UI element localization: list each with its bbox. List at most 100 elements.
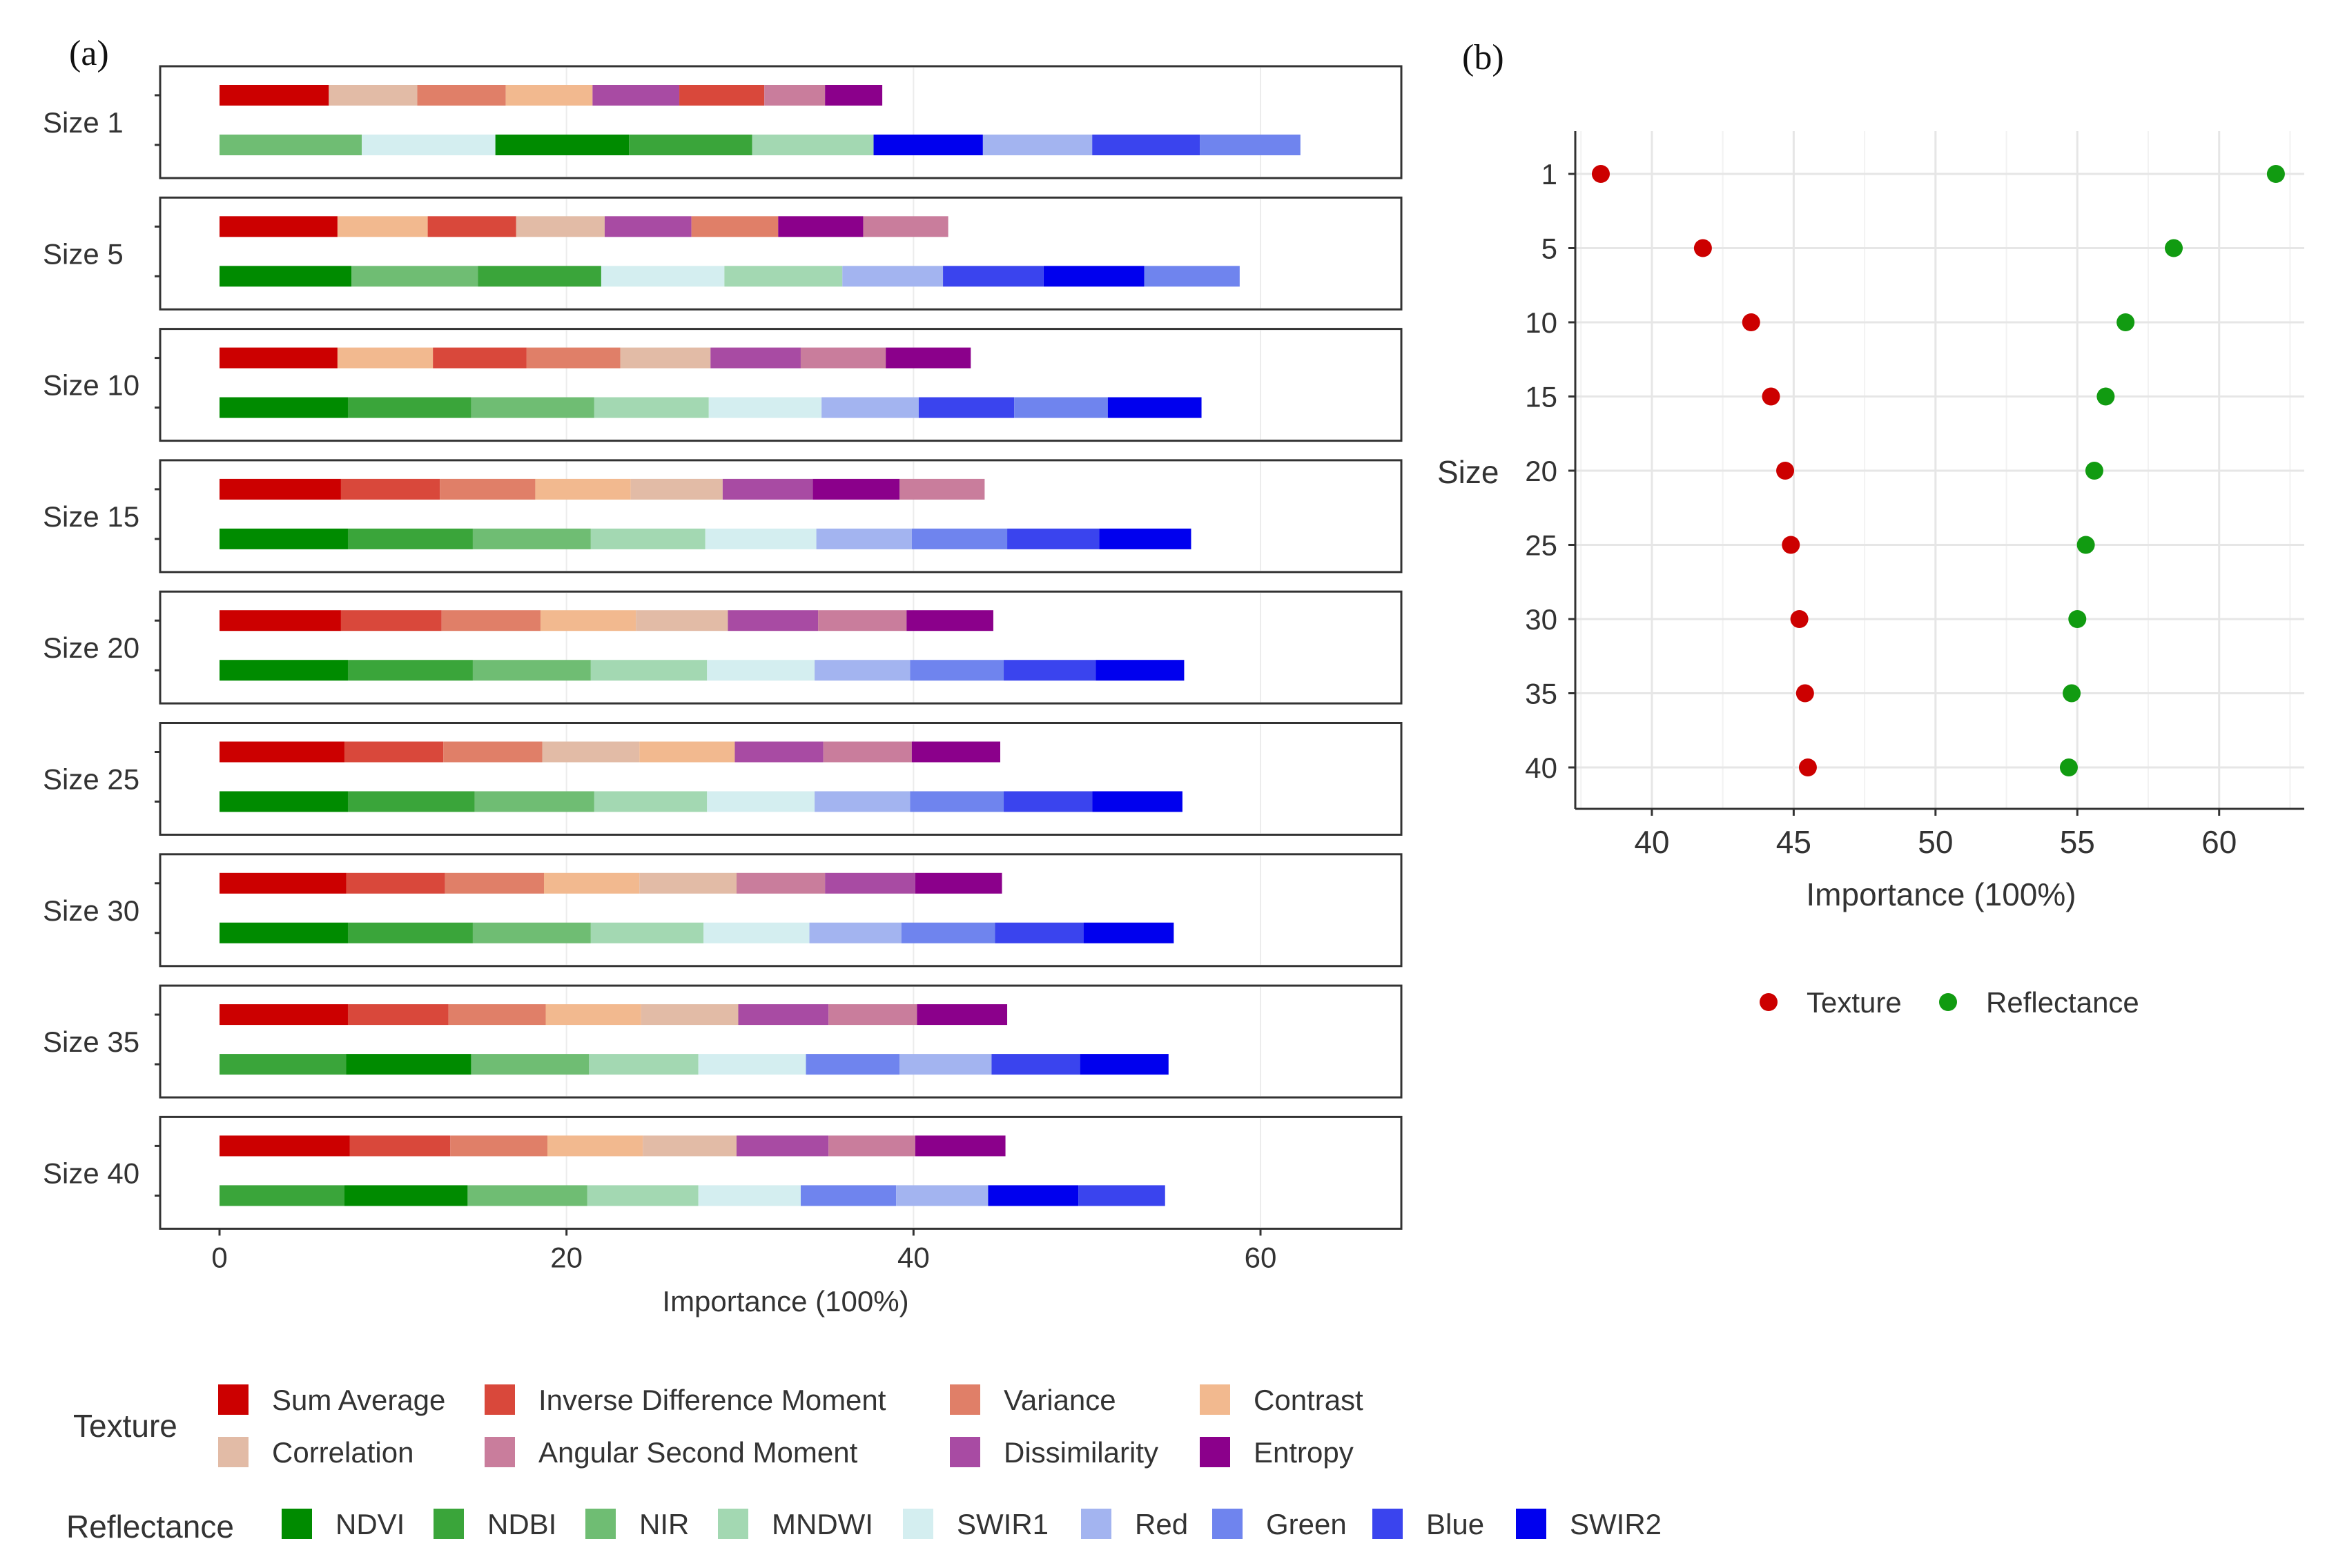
- panel-a-tag: (a): [69, 34, 109, 73]
- bar-segment-ndvi: [495, 135, 630, 155]
- bar-segment-swir1: [707, 791, 815, 812]
- bar-segment-sum-average: [220, 741, 344, 763]
- bar-segment-correlation: [643, 1135, 737, 1157]
- bar-segment-inverse-difference-moment: [349, 1135, 451, 1157]
- bar-segment-swir1: [698, 1054, 806, 1075]
- facet-size-size-10-panel-border: [159, 328, 1403, 442]
- bar-segment-blue: [1092, 135, 1200, 155]
- bar-segment-blue: [1004, 791, 1093, 812]
- legend-swatch-green: [1212, 1509, 1243, 1539]
- bar-segment-dissimilarity: [825, 872, 915, 894]
- bar-segment-angular-second-moment: [736, 872, 826, 894]
- facet-size-size-15: Size 15: [43, 459, 1403, 574]
- legend-texture-dot: [1760, 993, 1778, 1011]
- bar-segment-contrast: [545, 1004, 641, 1026]
- bar-segment-angular-second-moment: [863, 216, 948, 237]
- bar-segment-contrast: [505, 85, 593, 106]
- bar-segment-ndbi: [347, 397, 471, 418]
- bar-segment-nir: [471, 1054, 590, 1075]
- bar-segment-ndbi: [347, 528, 473, 549]
- bar-segment-entropy: [915, 872, 1002, 894]
- legend-swatch-dissimilarity: [950, 1437, 980, 1467]
- bar-segment-correlation: [639, 872, 737, 894]
- facet-strip-label: Size 15: [43, 500, 139, 533]
- panel-a-stacked-bars: Size 1 Size 5 Size 10 Size 15 Size 20 Size 25…: [43, 65, 1403, 1230]
- bar-segment-mndwi: [587, 1185, 699, 1206]
- texture-point: [1798, 758, 1817, 776]
- bar-segment-sum-average: [220, 1135, 350, 1157]
- y-tick-label: 30: [1525, 603, 1557, 636]
- bar-segment-inverse-difference-moment: [679, 85, 765, 106]
- facet-size-size-40: Size 40: [43, 1115, 1403, 1230]
- bar-segment-swir2: [873, 135, 983, 155]
- bar-segment-inverse-difference-moment: [340, 478, 440, 500]
- bar-segment-nir: [220, 135, 362, 155]
- bar-segment-variance: [448, 1004, 546, 1026]
- bar-segment-red: [821, 397, 919, 418]
- legend-label-sum-average: Sum Average: [272, 1384, 445, 1416]
- bar-segment-dissimilarity: [592, 85, 680, 106]
- reflectance-point: [2068, 610, 2087, 628]
- facet-strip-label: Size 40: [43, 1157, 139, 1189]
- panel-b-x-axis-title: Importance (100%): [1806, 876, 2076, 912]
- x-tick-label: 45: [1776, 824, 1811, 860]
- legend-swatch-entropy: [1200, 1437, 1230, 1467]
- bar-segment-swir2: [1096, 660, 1185, 681]
- facet-size-size-30: Size 30: [43, 853, 1403, 968]
- bar-segment-ndvi: [220, 791, 348, 812]
- panel-a-x-axis-title: Importance (100%): [662, 1285, 908, 1317]
- bar-segment-red: [896, 1185, 989, 1206]
- legend-label-swir2: SWIR2: [1570, 1508, 1662, 1540]
- bar-segment-mndwi: [590, 528, 705, 549]
- facet-size-size-5: Size 5: [43, 196, 1403, 311]
- legend-reflectance-title: Reflectance: [66, 1509, 234, 1545]
- legend-label-ndbi: NDBI: [487, 1508, 556, 1540]
- bar-segment-entropy: [915, 1135, 1006, 1157]
- bar-segment-correlation: [641, 1004, 739, 1026]
- legend-label-correlation: Correlation: [272, 1436, 413, 1469]
- bar-segment-sum-average: [220, 478, 341, 500]
- bar-segment-mndwi: [594, 791, 708, 812]
- bar-segment-green: [1144, 266, 1240, 287]
- bar-segment-green: [806, 1054, 900, 1075]
- y-tick-label: 40: [1525, 752, 1557, 784]
- bar-segment-mndwi: [590, 660, 708, 681]
- facet-size-size-20-panel-border: [159, 590, 1403, 705]
- x-tick-label: 40: [897, 1241, 930, 1273]
- bar-segment-red: [809, 922, 902, 943]
- y-tick-label: 5: [1541, 233, 1557, 265]
- legend-label-red: Red: [1135, 1508, 1188, 1540]
- legend-label-inverse-difference-moment: Inverse Difference Moment: [538, 1384, 886, 1416]
- bar-segment-nir: [472, 660, 591, 681]
- bar-segment-angular-second-moment: [818, 610, 907, 631]
- bar-segment-swir1: [707, 660, 815, 681]
- texture-point: [1762, 387, 1780, 406]
- reflectance-point: [2063, 684, 2081, 703]
- legend-label-swir1: SWIR1: [957, 1508, 1049, 1540]
- legend-swatch-nir: [585, 1509, 616, 1539]
- bar-segment-angular-second-moment: [828, 1135, 915, 1157]
- texture-point: [1782, 536, 1800, 554]
- bar-segment-ndvi: [220, 660, 348, 681]
- bar-segment-blue: [918, 397, 1015, 418]
- bar-segment-variance: [450, 1135, 548, 1157]
- bar-segment-ndbi: [347, 922, 473, 943]
- legend-label-angular-second-moment: Angular Second Moment: [538, 1436, 858, 1469]
- bar-segment-dissimilarity: [734, 741, 824, 763]
- bar-segment-entropy: [812, 478, 900, 500]
- bar-segment-variance: [445, 872, 544, 894]
- bar-segment-swir2: [1092, 791, 1182, 812]
- bar-segment-correlation: [542, 741, 640, 763]
- bar-segment-swir1: [601, 266, 725, 287]
- bar-segment-ndvi: [220, 397, 348, 418]
- bar-segment-ndvi: [220, 528, 348, 549]
- bar-segment-angular-second-moment: [823, 741, 912, 763]
- legend-label-variance: Variance: [1004, 1384, 1116, 1416]
- bar-segment-inverse-difference-moment: [344, 741, 444, 763]
- x-tick-label: 50: [1918, 824, 1953, 860]
- bar-segment-red: [899, 1054, 992, 1075]
- bar-segment-dissimilarity: [710, 347, 801, 369]
- facet-strip-label: Size 10: [43, 369, 139, 402]
- bar-segment-ndbi: [347, 791, 475, 812]
